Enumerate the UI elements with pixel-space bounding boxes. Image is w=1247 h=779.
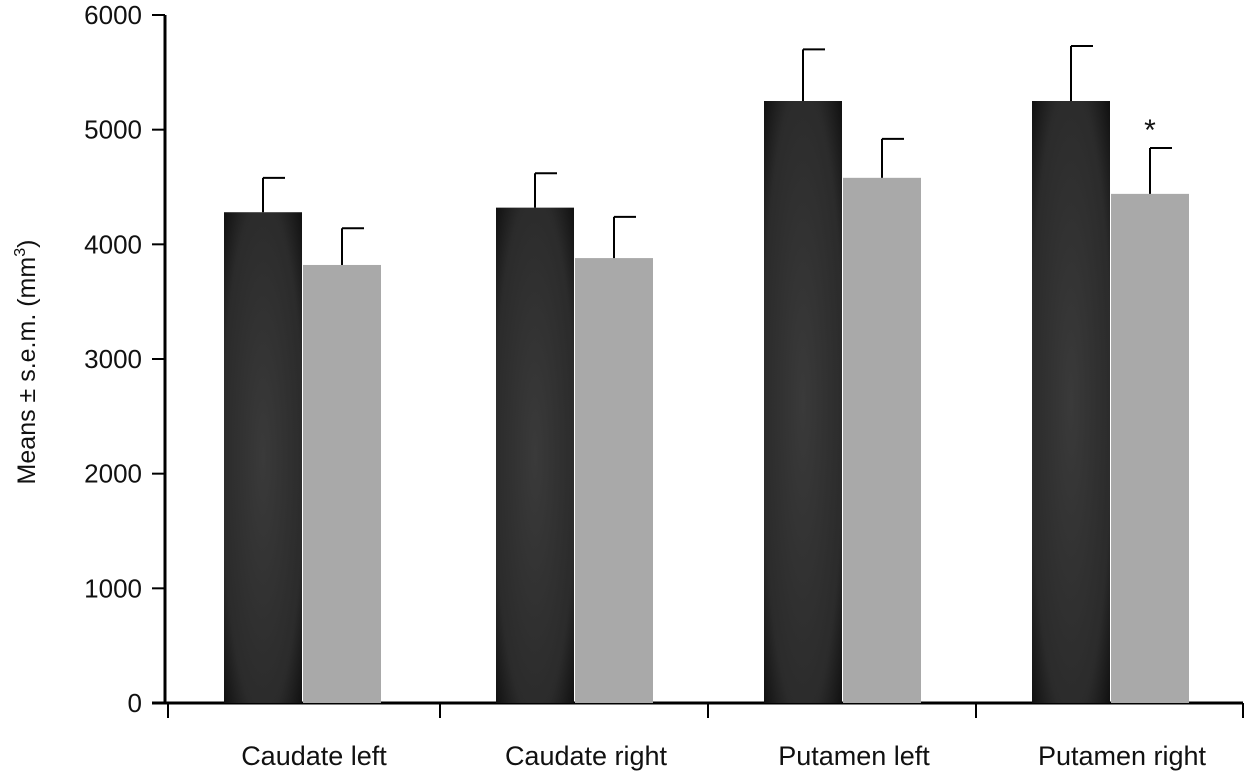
y-axis-title: Means ± s.e.m. (mm3) xyxy=(12,240,41,485)
bar xyxy=(575,258,653,703)
y-tick-label: 5000 xyxy=(84,115,142,145)
x-category-label: Putamen left xyxy=(778,741,930,771)
significance-marker: * xyxy=(1144,114,1156,147)
y-axis-title-close: ) xyxy=(13,240,41,248)
bars xyxy=(224,44,1189,703)
bar xyxy=(843,177,921,703)
bar xyxy=(224,212,302,703)
bar xyxy=(764,101,842,703)
y-tick-label: 1000 xyxy=(84,573,142,603)
x-category-label: Caudate left xyxy=(241,741,387,771)
x-category-label: Caudate right xyxy=(505,741,668,771)
bar xyxy=(303,264,381,703)
bar xyxy=(1111,193,1189,703)
y-tick-label: 0 xyxy=(128,688,142,718)
y-tick-label: 4000 xyxy=(84,229,142,259)
bar xyxy=(1032,101,1110,703)
y-axis-title-superscript: 3 xyxy=(12,248,29,257)
labels: 0 1000 2000 3000 4000 5000 6000 Caudate left Cau… xyxy=(84,0,1206,771)
y-tick-label: 3000 xyxy=(84,344,142,374)
bar xyxy=(496,207,574,703)
y-tick-label: 6000 xyxy=(84,0,142,30)
x-category-label: Putamen right xyxy=(1038,741,1207,771)
y-tick-label: 2000 xyxy=(84,459,142,489)
y-axis-title-main: Means ± s.e.m. (mm xyxy=(13,257,41,485)
